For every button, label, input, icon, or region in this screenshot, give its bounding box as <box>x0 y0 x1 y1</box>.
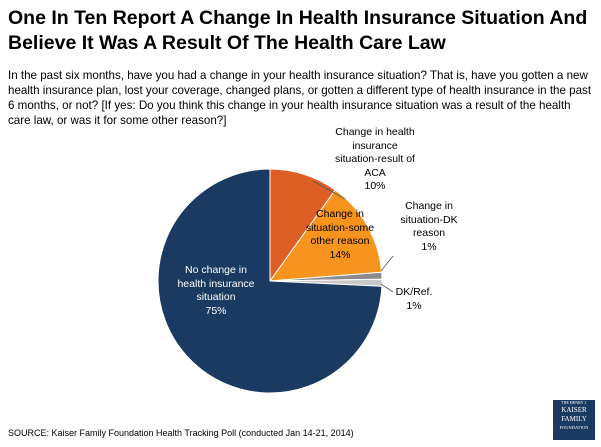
logo: THE HENRY J. KAISER FAMILY FOUNDATION <box>553 400 595 440</box>
logo-text: KAISER <box>561 406 587 414</box>
pie <box>157 168 383 394</box>
logo-text: FAMILY <box>561 415 587 423</box>
value-label: 14% <box>329 248 351 261</box>
leader-line <box>380 283 394 293</box>
category-label: Change in situation-some other reason <box>305 208 375 247</box>
category-label: Change in situation-DK reason <box>400 200 458 239</box>
slice-label: Change in situation-DK reason 1% <box>393 200 465 254</box>
pie-slice <box>157 168 383 394</box>
slice-label: No change in health insurance situation 7… <box>170 264 262 318</box>
category-label: No change in health insurance situation <box>177 264 255 303</box>
slice-label: Change in health insurance situation-res… <box>335 126 415 194</box>
chart-subtitle: In the past six months, have you had a c… <box>8 69 592 127</box>
category-label: DK/Ref. <box>395 286 433 298</box>
value-label: 1% <box>421 240 437 253</box>
value-label: 10% <box>364 180 386 192</box>
logo-text: THE HENRY J. <box>561 400 587 405</box>
value-label: 75% <box>205 304 227 317</box>
slice-label: DK/Ref. 1% <box>386 286 442 313</box>
chart-title: One In Ten Report A Change In Health Ins… <box>8 7 588 54</box>
leader-line <box>380 255 394 272</box>
source-note: SOURCE: Kaiser Family Foundation Health … <box>8 428 354 438</box>
pie-slice <box>268 189 383 282</box>
logo-text: FOUNDATION <box>559 425 589 430</box>
leader-line <box>312 180 346 200</box>
value-label: 1% <box>406 299 422 312</box>
slice-label: Change in situation-some other reason 14% <box>305 208 375 262</box>
category-label: Change in health insurance situation-res… <box>335 126 415 179</box>
